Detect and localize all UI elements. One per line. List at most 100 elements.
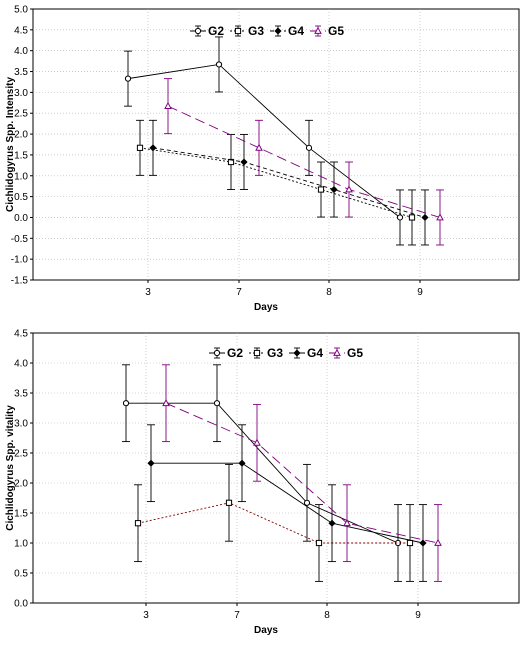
series-line-g4 bbox=[152, 147, 426, 218]
data-point-g5 bbox=[162, 398, 170, 407]
data-point-g5 bbox=[164, 101, 172, 110]
y-tick-label: 3.0 bbox=[14, 88, 28, 99]
y-tick-label: 1.5 bbox=[14, 150, 28, 161]
y-tick-label: 2.0 bbox=[14, 479, 28, 490]
y-tick-label: 4.0 bbox=[14, 46, 28, 57]
y-tick-label: 3.5 bbox=[14, 389, 28, 400]
data-point-g2 bbox=[215, 61, 223, 68]
legend-marker-g4 bbox=[274, 27, 282, 35]
data-point-g5 bbox=[434, 538, 442, 546]
y-axis-label: Cichlidogyrus Spp. vitality bbox=[5, 405, 16, 531]
data-point-g5 bbox=[436, 213, 444, 221]
data-point-g4 bbox=[419, 539, 427, 547]
x-axis-label: Days bbox=[254, 625, 278, 636]
data-point-g2 bbox=[396, 214, 404, 221]
data-point-g2 bbox=[303, 499, 311, 506]
y-tick-label: 3.0 bbox=[14, 419, 28, 430]
data-point-g5 bbox=[255, 143, 263, 151]
legend-marker-g3 bbox=[234, 27, 242, 35]
data-point-g3 bbox=[408, 214, 416, 221]
y-tick-label: 1.0 bbox=[14, 539, 28, 550]
data-point-g5 bbox=[345, 185, 353, 193]
legend: G2 G3 G4 G5 bbox=[209, 346, 363, 360]
data-point-g5 bbox=[343, 518, 351, 527]
legend-label-g4: G4 bbox=[288, 24, 304, 38]
series-line-g4 bbox=[151, 462, 424, 544]
y-tick-label: 4.5 bbox=[14, 329, 28, 340]
series-line-g3 bbox=[137, 502, 410, 544]
series-g3 bbox=[136, 119, 416, 246]
series-g5 bbox=[162, 364, 442, 582]
legend-label-g4: G4 bbox=[307, 346, 323, 360]
series-line-g2 bbox=[126, 402, 399, 544]
y-tick-label: 4.5 bbox=[14, 25, 28, 36]
x-tick-label: 7 bbox=[236, 287, 242, 298]
legend-marker-g2 bbox=[194, 27, 202, 35]
legend-marker-g4 bbox=[293, 349, 301, 357]
y-tick-label: 1.5 bbox=[14, 509, 28, 520]
x-axis-label: Days bbox=[254, 302, 278, 313]
series-g4 bbox=[147, 424, 427, 582]
series-line-g3 bbox=[139, 147, 413, 218]
legend-marker-g3 bbox=[253, 349, 261, 357]
data-point-g2 bbox=[124, 75, 132, 82]
y-tick-label: 4.0 bbox=[14, 359, 28, 370]
y-tick-label: 2.5 bbox=[14, 109, 28, 120]
series-g2 bbox=[122, 364, 402, 582]
legend-label-g2: G2 bbox=[227, 346, 243, 360]
y-tick-label: -0.5 bbox=[11, 234, 29, 245]
x-tick-label: 8 bbox=[326, 287, 332, 298]
y-tick-label: 0.5 bbox=[14, 192, 28, 203]
data-point-g3 bbox=[315, 539, 323, 547]
series-g4 bbox=[149, 119, 429, 246]
legend-label-g3: G3 bbox=[267, 346, 283, 360]
data-point-g4 bbox=[147, 459, 155, 467]
data-point-g3 bbox=[134, 520, 142, 527]
data-point-g4 bbox=[238, 459, 246, 467]
legend: G2 G3 G4 G5 bbox=[190, 24, 344, 38]
series-g5 bbox=[164, 78, 444, 246]
vitality-chart: 0.0 0.5 1.0 1.5 2.0 2.5 3.0 3.5 4.0 4.5 3 7 8 9 Days Ci… bbox=[5, 329, 520, 636]
x-tick-label: 9 bbox=[417, 287, 423, 298]
x-tick-label: 3 bbox=[143, 610, 149, 621]
legend-label-g2: G2 bbox=[208, 24, 224, 38]
data-point-g3 bbox=[225, 499, 233, 506]
data-point-g4 bbox=[240, 158, 248, 166]
data-point-g2 bbox=[213, 400, 221, 407]
y-tick-label: -1.0 bbox=[11, 255, 29, 266]
series-line-g5 bbox=[165, 402, 439, 544]
y-tick-label: 2.0 bbox=[14, 130, 28, 141]
legend-label-g5: G5 bbox=[328, 24, 344, 38]
y-tick-label: 0.5 bbox=[14, 569, 28, 580]
data-point-g4 bbox=[330, 185, 338, 194]
y-tick-label: 3.5 bbox=[14, 67, 28, 78]
y-tick-label: 1.0 bbox=[14, 171, 28, 182]
data-point-g2 bbox=[305, 144, 313, 151]
x-tick-label: 3 bbox=[145, 287, 151, 298]
data-point-g3 bbox=[406, 539, 414, 547]
legend-marker-g5 bbox=[314, 26, 322, 34]
x-tick-label: 9 bbox=[415, 610, 421, 621]
data-point-g3 bbox=[227, 158, 235, 166]
legend-marker-g2 bbox=[213, 349, 221, 357]
y-tick-label: 2.5 bbox=[14, 449, 28, 460]
y-tick-label: 5.0 bbox=[14, 5, 28, 16]
data-point-g5 bbox=[253, 438, 261, 446]
y-tick-label: 0.0 bbox=[14, 213, 28, 224]
series-line-g2 bbox=[127, 63, 401, 218]
data-point-g3 bbox=[317, 186, 325, 193]
x-tick-label: 8 bbox=[324, 610, 330, 621]
legend-label-g5: G5 bbox=[347, 346, 363, 360]
intensity-chart: -1.5 -1.0 -0.5 0.0 0.5 1.0 1.5 2.0 2.5 3.0 3.5 4.0 4… bbox=[5, 5, 520, 313]
y-tick-label: -1.5 bbox=[11, 276, 29, 287]
data-point-g2 bbox=[122, 400, 130, 407]
legend-label-g3: G3 bbox=[248, 24, 264, 38]
y-axis-label: Cichlidogyrus Spp. Intensity bbox=[5, 77, 16, 212]
data-point-g4 bbox=[328, 519, 336, 527]
y-tick-label: 0.0 bbox=[14, 599, 28, 610]
data-point-g4 bbox=[149, 144, 157, 152]
series-g3 bbox=[134, 463, 414, 582]
series-line-g5 bbox=[167, 105, 441, 218]
data-point-g3 bbox=[136, 144, 144, 151]
